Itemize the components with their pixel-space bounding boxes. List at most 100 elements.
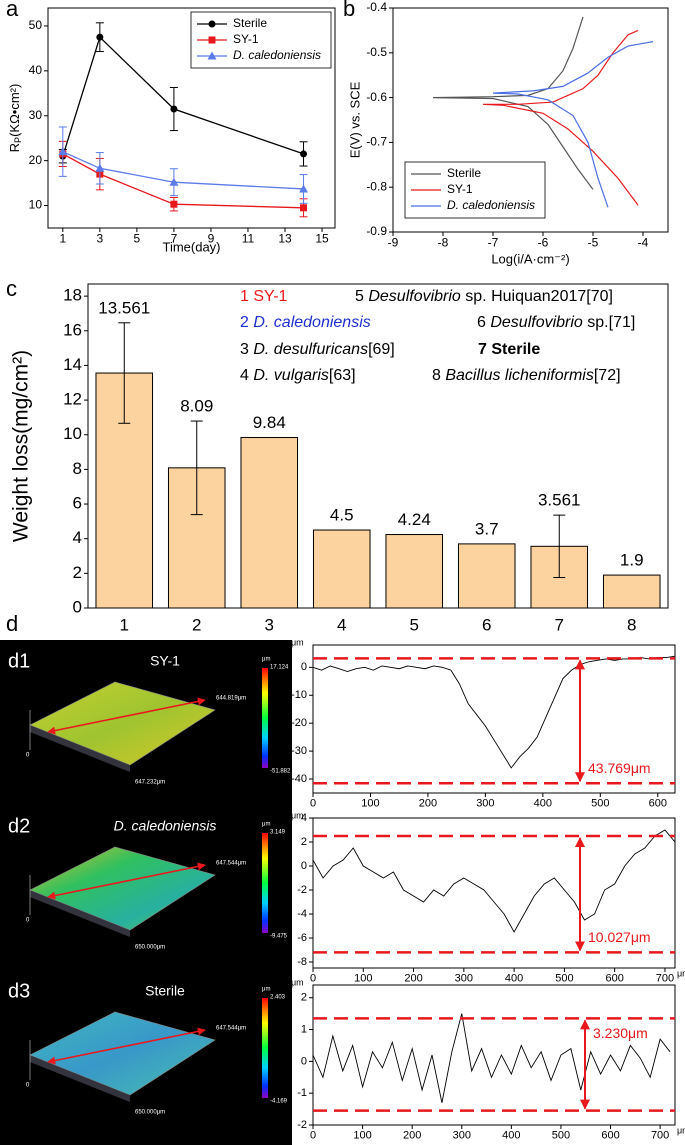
y-tick-label: 40 <box>29 63 43 77</box>
x-tick-label: 300 <box>455 972 473 984</box>
y-tick-label: 16 <box>63 320 82 339</box>
dimension-label: 650.000μm <box>135 945 165 951</box>
surface-side <box>30 1055 130 1102</box>
y-tick-label: -2 <box>297 1119 307 1131</box>
x-tick-label: 2 <box>192 615 201 634</box>
marker <box>208 20 216 28</box>
plot-frame <box>312 644 676 794</box>
y-tick-label: -0.6 <box>366 90 387 104</box>
legend-label: D. caledoniensis <box>447 198 535 212</box>
profile-line <box>312 1013 671 1103</box>
y-tick-label: 1 <box>301 1023 307 1035</box>
key-item: 7 Sterile <box>478 341 540 358</box>
plot-frame <box>312 984 676 1126</box>
y-axis-label: Weight loss(mg/cm²) <box>10 350 33 542</box>
panel-label: b <box>343 0 355 21</box>
image-label: d3 <box>8 980 30 1002</box>
x-tick-label: 100 <box>354 972 372 984</box>
key-text: Bacillus licheniformis <box>445 367 594 384</box>
y-axis-label-part: R <box>7 143 22 152</box>
panel-label: d <box>6 611 18 636</box>
value-label: 13.561 <box>98 298 150 317</box>
x-tick-label: 200 <box>403 1129 421 1141</box>
x-tick-label: 600 <box>601 1129 619 1141</box>
marker <box>207 51 217 60</box>
section-arrow <box>47 1027 206 1065</box>
key-item: 2 D. caledoniensis <box>240 314 371 331</box>
surface-side <box>30 725 130 772</box>
series-line <box>62 153 304 209</box>
x-tick-label: 400 <box>502 1129 520 1141</box>
bar <box>385 534 444 609</box>
key-item: 8 Bacillus licheniformis[72] <box>432 367 621 384</box>
marker <box>170 200 178 208</box>
x-tick-label: -4 <box>638 236 649 250</box>
y-tick-label: -0.9 <box>366 224 387 238</box>
x-tick-label: -8 <box>438 236 449 250</box>
image-label: d2 <box>8 815 30 837</box>
x-tick-label: 15 <box>315 232 329 246</box>
colorbar-max: 17.124 <box>270 665 289 671</box>
annotation: 43.769μm <box>588 760 651 776</box>
marker <box>96 33 104 41</box>
marker <box>169 177 179 186</box>
colorbar-unit: μm <box>262 822 270 828</box>
x-tick-label: 300 <box>476 797 494 809</box>
marker <box>300 204 308 212</box>
image-title: D. caledoniensis <box>114 818 217 834</box>
y-axis-label-part: P <box>13 137 23 143</box>
y-tick-label: -20 <box>291 717 307 729</box>
value-label: 4.5 <box>330 506 354 525</box>
profile-line <box>312 655 676 769</box>
x-tick-label: 700 <box>656 972 674 984</box>
x-unit: μm <box>677 968 685 978</box>
key-text: 6 <box>477 314 490 331</box>
x-tick-label: -7 <box>488 236 499 250</box>
dimension-label: 644.819μm <box>216 696 246 702</box>
key-text: 2 <box>240 314 253 331</box>
x-tick-label: 5 <box>410 615 419 634</box>
key-text: 1 SY-1 <box>240 288 288 305</box>
x-tick-label: 7 <box>171 232 178 246</box>
key-text: Desulfovibrio <box>368 288 461 305</box>
y-tick-label: -0.7 <box>366 135 387 149</box>
panel-label: c <box>6 276 17 301</box>
colorbar <box>262 998 268 1098</box>
x-tick-label: 7 <box>555 615 564 634</box>
marker <box>170 105 178 113</box>
colorbar-unit: μm <box>262 657 270 663</box>
y-tick-label: 20 <box>29 153 43 167</box>
colorbar <box>262 668 268 768</box>
x-tick-label: 1 <box>120 615 129 634</box>
colorbar <box>262 833 268 933</box>
y-tick-label: 6 <box>73 494 82 513</box>
key-text: [72] <box>594 367 621 384</box>
marker <box>58 147 68 156</box>
key-text: [63] <box>329 367 356 384</box>
x-tick-label: 700 <box>651 1129 669 1141</box>
x-tick-label: 600 <box>605 972 623 984</box>
y-tick-label: 4 <box>301 812 307 824</box>
x-tick-label: 13 <box>278 232 292 246</box>
x-tick-label: 500 <box>555 972 573 984</box>
section-arrow <box>47 862 206 900</box>
marker <box>300 150 308 158</box>
marker <box>208 36 216 44</box>
key-item: 1 SY-1 <box>240 288 288 305</box>
y-tick-label: -0.4 <box>366 0 387 14</box>
x-tick-label: 600 <box>649 797 667 809</box>
series-line <box>62 35 304 157</box>
key-item: 5 Desulfovibrio sp. Huiquan2017[70] <box>355 288 613 305</box>
legend-label: SY-1 <box>233 32 259 46</box>
key-text: [69] <box>368 341 395 358</box>
x-tick-label: 100 <box>353 1129 371 1141</box>
key-text: 3 <box>240 341 253 358</box>
key-item: 4 D. vulgaris[63] <box>240 367 356 384</box>
key-text: D. caledoniensis <box>253 314 370 331</box>
y-tick-label: 4 <box>73 528 82 547</box>
y-tick-label: 18 <box>63 286 82 305</box>
dimension-label: 647.232μm <box>135 780 165 786</box>
x-tick-label: -5 <box>588 236 599 250</box>
x-tick-label: 4 <box>337 615 346 634</box>
